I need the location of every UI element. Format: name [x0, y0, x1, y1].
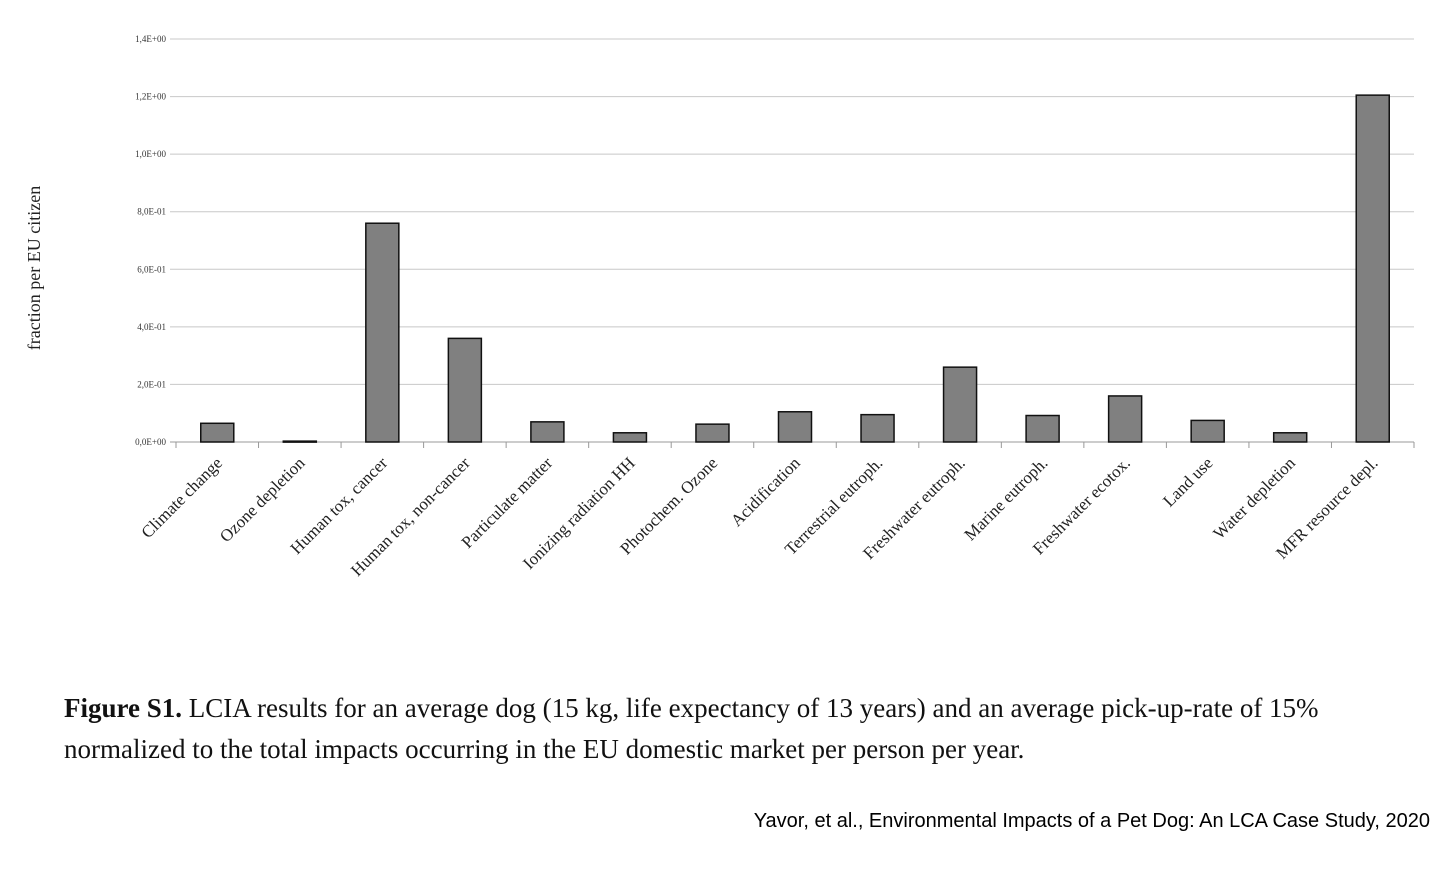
bar — [942, 366, 978, 443]
source-credit: Yavor, et al., Environmental Impacts of … — [753, 810, 1430, 832]
figure-caption: Figure S1. LCIA results for an average d… — [64, 688, 1364, 770]
bars — [200, 94, 1390, 443]
bar — [777, 411, 813, 443]
y-tick-label: 4,0E-01 — [137, 322, 166, 332]
x-tick-label: Climate change — [138, 453, 227, 542]
bar — [1190, 419, 1225, 443]
bar — [1272, 432, 1308, 443]
y-tick-label: 0,0E+00 — [135, 437, 166, 447]
y-tick-label: 2,0E-01 — [137, 379, 166, 389]
x-tick-label: Ozone depletion — [216, 453, 309, 546]
bar — [1025, 414, 1060, 443]
y-tick-label: 8,0E-01 — [137, 207, 166, 217]
bar — [612, 432, 648, 443]
bar — [530, 421, 565, 443]
bar-chart: 0,0E+00 2,0E-01 4,0E-01 6,0E-01 8,0E-01 1,0E+… — [24, 34, 1415, 580]
bar — [447, 337, 483, 443]
y-axis-label: fraction per EU citizen — [24, 186, 44, 350]
x-tick-label: Land use — [1159, 453, 1216, 510]
bar — [1355, 94, 1390, 443]
y-tick-label: 6,0E-01 — [137, 264, 166, 274]
bar — [1107, 395, 1143, 443]
bar — [200, 422, 235, 443]
bar — [860, 413, 895, 443]
gridlines — [170, 38, 1415, 448]
x-tick-label: Water depletion — [1209, 453, 1299, 543]
y-tick-label: 1,4E+00 — [135, 34, 166, 44]
figure-caption-text: LCIA results for an average dog (15 kg, … — [64, 693, 1319, 764]
bar — [365, 222, 400, 443]
bar — [695, 423, 730, 443]
figure-label: Figure S1. — [64, 693, 183, 723]
x-tick-label: Acidification — [727, 453, 804, 530]
bar — [282, 440, 318, 443]
y-tick-label: 1,0E+00 — [135, 149, 166, 159]
y-tick-labels: 0,0E+00 2,0E-01 4,0E-01 6,0E-01 8,0E-01 1,0E+… — [135, 34, 166, 447]
x-tick-label: Marine eutroph. — [961, 453, 1052, 544]
y-tick-label: 1,2E+00 — [135, 92, 166, 102]
